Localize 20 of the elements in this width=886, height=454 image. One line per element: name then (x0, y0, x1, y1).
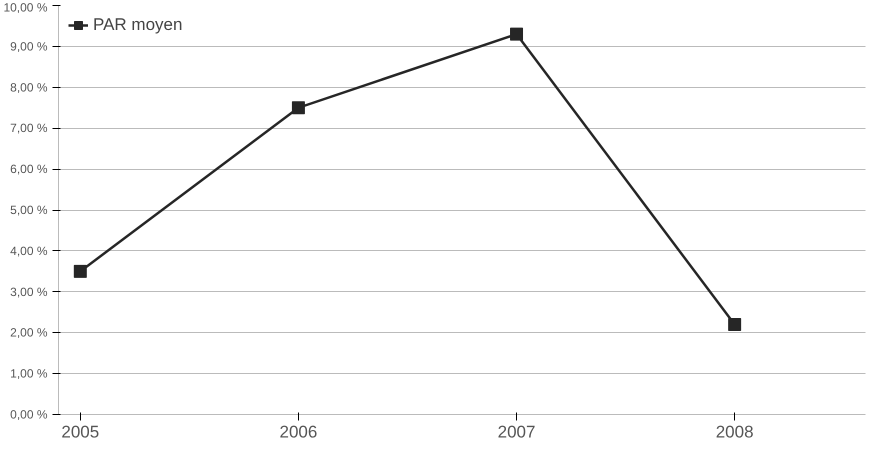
y-tick-label: 5,00 % (10, 203, 48, 217)
point (510, 28, 524, 41)
y-tick-label: 6,00 % (10, 162, 48, 176)
x-tick-label: 2007 (498, 422, 536, 442)
x-tick-label: 2008 (716, 422, 754, 442)
point (292, 101, 305, 114)
point (74, 264, 87, 278)
y-tick-label: 1,00 % (10, 366, 48, 381)
y-tick-label: 7,00 % (10, 121, 48, 136)
y-tick-label: 2,00 % (10, 326, 48, 340)
y-tick-label: 9,00 % (10, 39, 48, 54)
x-tick-label: 2006 (280, 422, 318, 442)
x-tick-label: 2005 (61, 422, 100, 442)
point (728, 318, 742, 332)
y-tick-label: 8,00 % (10, 80, 48, 94)
y-tick-label: 4,00 % (10, 244, 48, 258)
legend-label: PAR moyen (93, 15, 182, 35)
y-tick-label: 0,00 % (10, 408, 48, 422)
y-tick-label: 10,00 % (3, 0, 48, 14)
y-tick-label: 3,00 % (10, 284, 48, 299)
